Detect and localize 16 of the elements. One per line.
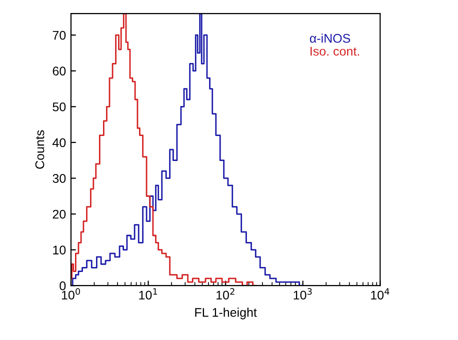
y-tick-label: 10 [53,246,66,254]
y-tick-label: 30 [52,174,66,183]
y-tick-label: 60 [52,66,66,76]
x-axis-title: FL 1-height [195,308,257,320]
y-tick-label: 40 [52,138,66,148]
y-tick-label: 20 [52,210,66,219]
x-tick-label: 10$^{4}$ [371,288,390,300]
y-tick-label: 50 [52,102,66,112]
y-tick-label: 70 [52,30,66,40]
x-tick-label: 10$^{2}$ [216,288,234,300]
x-tick-label: 10$^{3}$ [294,288,312,300]
y-axis-title: Counts [35,130,44,169]
text: α-iNOS [310,34,350,43]
text: Iso. cont. [310,46,360,56]
x-tick-label: 10$^{1}$ [139,288,158,300]
y-tick-label: 0 [60,281,66,290]
